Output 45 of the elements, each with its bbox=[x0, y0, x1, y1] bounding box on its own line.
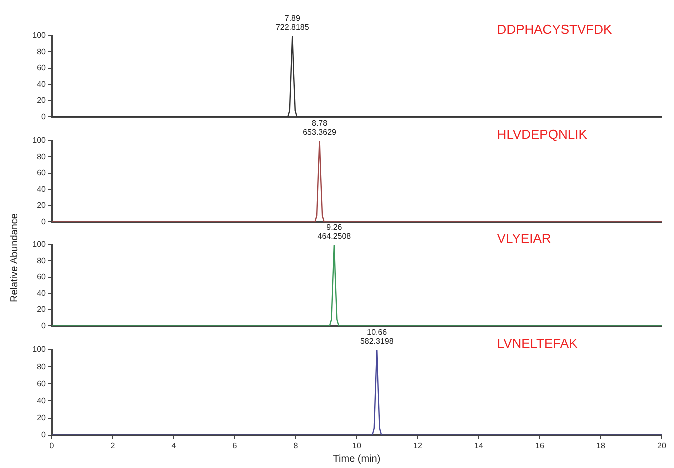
y-tick-label: 40 bbox=[37, 80, 47, 89]
y-tick-label: 0 bbox=[42, 217, 47, 226]
y-tick-label: 100 bbox=[32, 345, 47, 354]
y-tick-label: 100 bbox=[32, 136, 47, 146]
y-tick-label: 80 bbox=[37, 362, 47, 372]
y-tick-label: 20 bbox=[37, 96, 47, 106]
y-tick-label: 20 bbox=[37, 201, 47, 210]
annotation: 9.26 464.2508 bbox=[318, 223, 352, 242]
x-tick-label: 10 bbox=[352, 441, 362, 450]
annotation: HLVDEPQNLIK bbox=[497, 127, 588, 142]
annotation: VLYEIAR bbox=[497, 231, 552, 246]
x-tick-label: 12 bbox=[414, 441, 423, 450]
x-tick-label: 20 bbox=[658, 441, 667, 450]
y-tick-label: 0 bbox=[42, 430, 47, 440]
annotation: 7.89 722.8185 bbox=[276, 14, 310, 32]
annotation: 8.78 653.3629 bbox=[303, 119, 338, 138]
y-tick-label: 0 bbox=[42, 112, 47, 122]
x-tick-label: 14 bbox=[474, 441, 484, 450]
x-tick-label: 6 bbox=[232, 441, 238, 450]
x-tick-label: 18 bbox=[596, 441, 606, 450]
y-tick-label: 40 bbox=[37, 396, 47, 406]
annotation: 10.66 582.3198 bbox=[360, 328, 394, 346]
annotation: LVNELTEFAK bbox=[497, 336, 578, 352]
x-axis-title: Time (min) bbox=[333, 454, 381, 465]
y-tick-label: 80 bbox=[37, 256, 47, 266]
x-tick-label: 4 bbox=[172, 441, 177, 450]
y-tick-label: 60 bbox=[37, 272, 47, 282]
y-axis-title: Relative Abundance bbox=[10, 214, 20, 302]
y-tick-label: 100 bbox=[32, 31, 47, 40]
y-tick-label: 80 bbox=[37, 47, 47, 56]
x-tick-label: 16 bbox=[536, 441, 545, 450]
y-tick-label: 20 bbox=[37, 414, 47, 423]
annotation: DDPHACYSTVFDK bbox=[497, 22, 612, 38]
y-tick-label: 60 bbox=[37, 64, 47, 73]
x-tick-label: 0 bbox=[50, 441, 55, 450]
y-tick-label: 60 bbox=[37, 379, 47, 388]
y-tick-label: 0 bbox=[42, 321, 47, 330]
y-tick-label: 20 bbox=[37, 305, 47, 314]
y-tick-label: 40 bbox=[37, 184, 47, 194]
x-tick-label: 8 bbox=[294, 441, 299, 450]
y-tick-label: 40 bbox=[37, 288, 47, 298]
y-tick-label: 60 bbox=[37, 168, 47, 178]
x-tick-label: 2 bbox=[110, 441, 116, 450]
y-tick-label: 100 bbox=[32, 240, 47, 250]
y-tick-label: 80 bbox=[37, 152, 47, 162]
